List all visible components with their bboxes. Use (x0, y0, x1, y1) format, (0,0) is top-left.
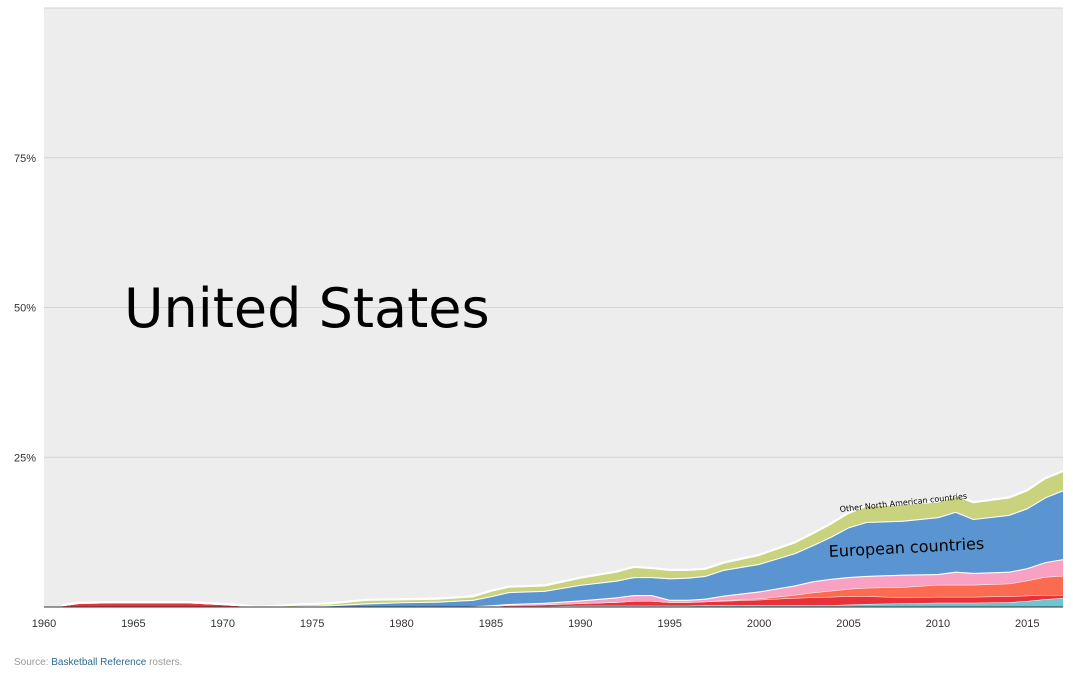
area-series (44, 470, 1064, 609)
x-tick-label: 2005 (836, 618, 860, 630)
x-tick-label: 1965 (121, 618, 145, 630)
area-series-3 (61, 559, 1063, 607)
label-united-states: United States (124, 277, 490, 340)
x-tick-label: 1995 (657, 618, 681, 630)
x-tick-label: 2000 (747, 618, 771, 630)
x-tick-label: 1980 (389, 618, 413, 630)
x-tick-label: 1975 (300, 618, 324, 630)
x-tick-label: 1960 (32, 618, 56, 630)
grid-lines (44, 7, 1063, 458)
y-tick-label: 25% (14, 452, 36, 464)
x-tick-label: 1990 (568, 618, 592, 630)
source-note: Source: Basketball Reference rosters. (14, 657, 182, 668)
x-tick-label: 1970 (211, 618, 235, 630)
axis-labels: 25% 50% 75% 1960 1965 1970 1975 1980 1985 1990 199… (14, 153, 1039, 630)
area-series-1 (61, 595, 1063, 607)
source-link[interactable]: Basketball Reference (51, 657, 147, 668)
area-series-4 (61, 490, 1063, 607)
x-tick-label: 2010 (926, 618, 950, 630)
area-series-0 (61, 598, 1063, 607)
source-prefix: Source: (14, 657, 52, 668)
y-tick-label: 50% (14, 303, 36, 315)
source-suffix: rosters. (146, 657, 183, 668)
x-tick-label: 1985 (479, 618, 503, 630)
area-series-2 (61, 575, 1063, 607)
area-separator-5 (61, 470, 1064, 609)
x-tick-label: 2015 (1015, 618, 1039, 630)
y-tick-label: 75% (14, 153, 36, 165)
